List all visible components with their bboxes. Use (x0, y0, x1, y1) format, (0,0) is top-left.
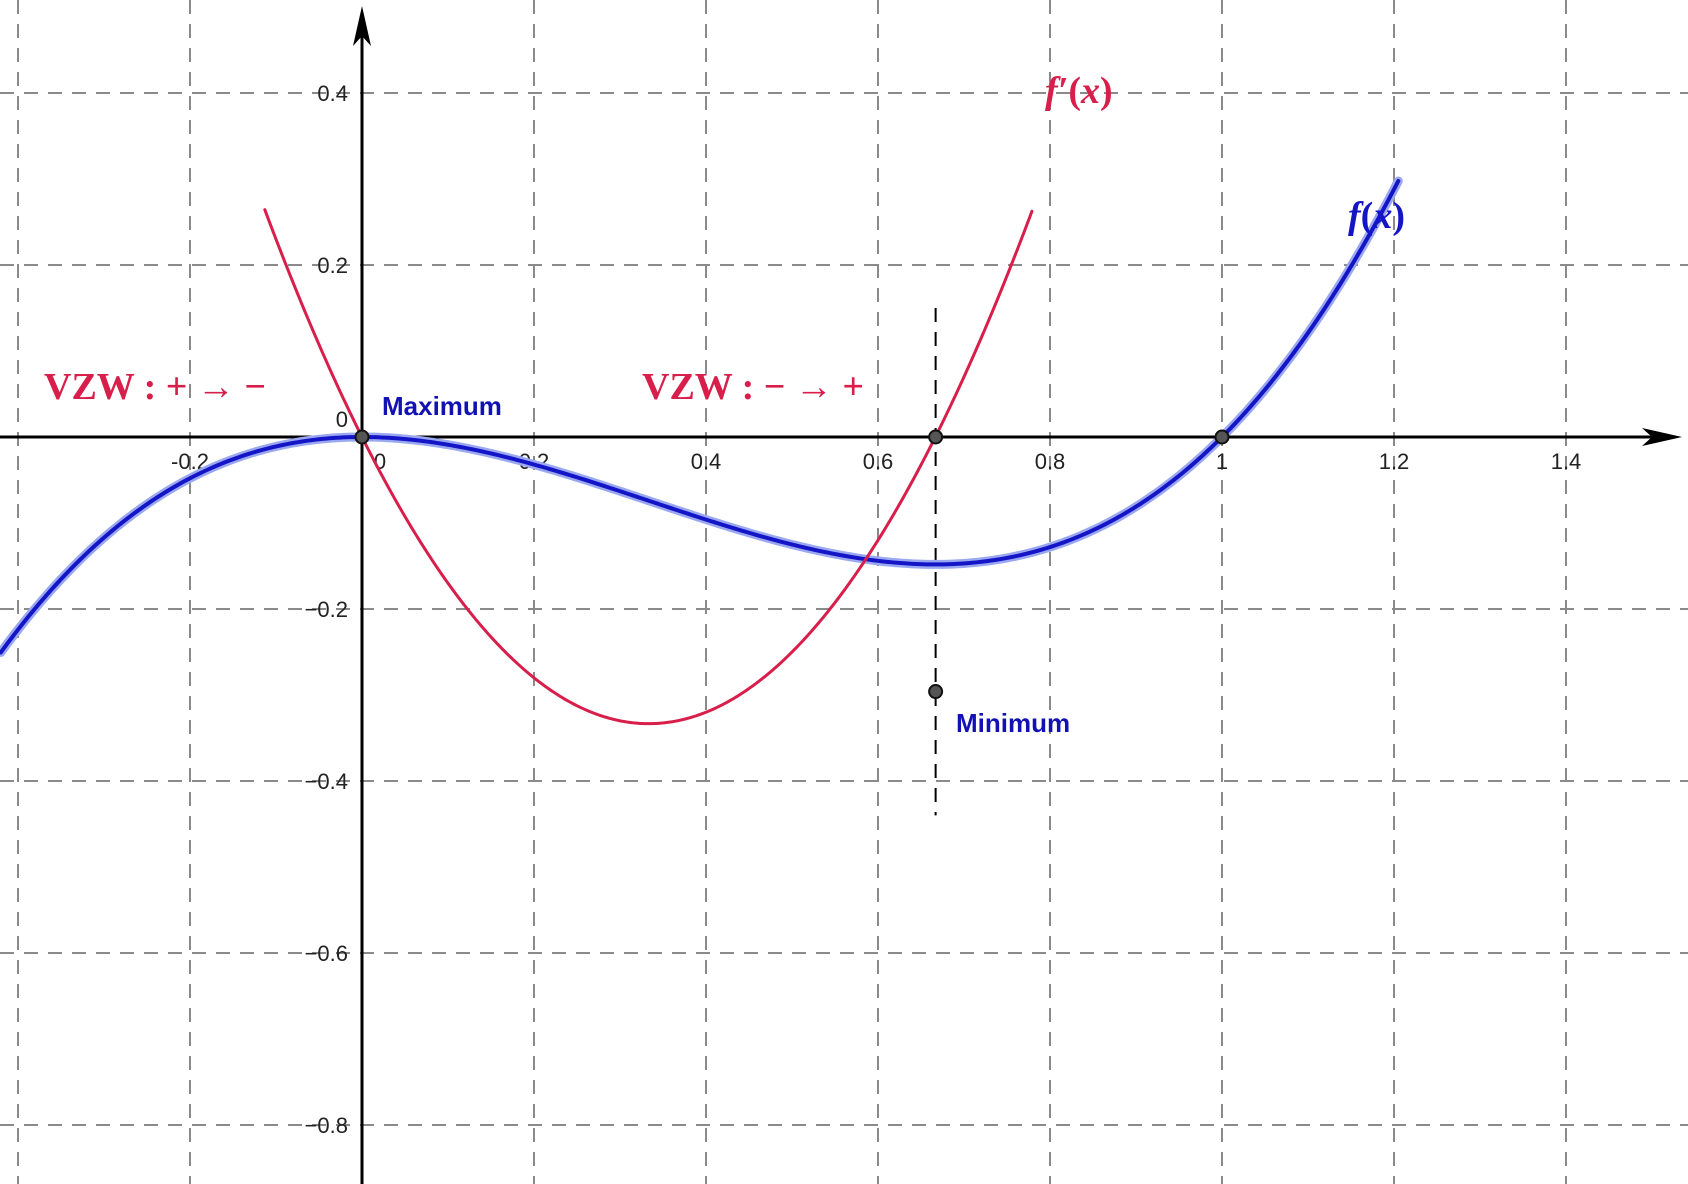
f-curve-halo (0, 176, 1403, 657)
y-zero-label: 0 (336, 407, 348, 432)
y-tick-label: −0.4 (305, 769, 348, 794)
f-prime-open-paren: ( (1068, 70, 1081, 112)
y-axis-arrowhead (353, 6, 371, 46)
x-tick-label: 0.4 (691, 449, 722, 474)
tick-labels: -0.2 0.2 0.4 0.6 0.8 1 1.2 1.40.40.2−0.2−0.4−0.… (171, 81, 1581, 1138)
f-prime-name: f′ (1045, 70, 1068, 112)
f-name: f (1348, 195, 1364, 237)
root-point (928, 429, 944, 445)
axes (0, 6, 1682, 1184)
y-tick-label: 0.2 (317, 253, 348, 278)
f-open-paren: ( (1361, 195, 1374, 237)
f-close-paren: ) (1392, 195, 1405, 237)
root-point (1214, 429, 1230, 445)
curves (0, 176, 1403, 726)
maximum-point (354, 429, 370, 445)
x-tick-label: 0.6 (863, 449, 894, 474)
y-tick-label: −0.6 (305, 941, 348, 966)
x-tick-label: 1 (1216, 449, 1228, 474)
y-tick-label: −0.2 (305, 597, 348, 622)
sign-change-right-label: VZW : − → + (642, 366, 864, 408)
minimum-point (928, 684, 944, 700)
sign-change-left-label: VZW : + → − (44, 366, 266, 408)
y-tick-label: 0.4 (317, 81, 348, 106)
f-prime-close-paren: ) (1100, 70, 1113, 112)
f-prime-curve-label: f′(x) (1045, 70, 1113, 112)
f-prime-var: x (1080, 70, 1100, 112)
x-tick-label: 1.2 (1379, 449, 1410, 474)
f-curve (0, 179, 1401, 655)
x-tick-label: 0.8 (1035, 449, 1066, 474)
f-prime-curve (263, 208, 1034, 726)
maximum-label: Maximum (382, 391, 502, 421)
x-axis-arrowhead (1642, 428, 1682, 446)
points (354, 429, 1230, 700)
f-curve-label: f(x) (1348, 195, 1405, 237)
y-tick-label: −0.8 (305, 1113, 348, 1138)
f-var: x (1372, 195, 1392, 237)
minimum-label: Minimum (956, 708, 1070, 738)
x-tick-label: 1.4 (1551, 449, 1582, 474)
